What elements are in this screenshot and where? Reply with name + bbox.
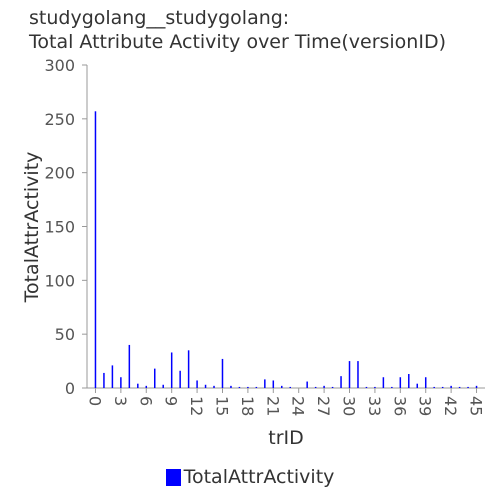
bar bbox=[374, 386, 376, 388]
bar bbox=[433, 386, 435, 388]
x-tick-label: 18 bbox=[238, 396, 257, 416]
x-tick-label: 36 bbox=[390, 396, 409, 416]
bar bbox=[264, 379, 266, 388]
y-tick-label: 200 bbox=[44, 164, 75, 183]
y-tick-label: 300 bbox=[44, 56, 75, 75]
x-tick-label: 3 bbox=[111, 396, 130, 406]
bar bbox=[416, 383, 419, 388]
bar bbox=[399, 377, 402, 388]
axes bbox=[86, 65, 485, 389]
y-axis-ticks: 0 50 100 150 200 250 300 bbox=[44, 56, 87, 398]
y-tick-label: 100 bbox=[44, 271, 75, 290]
bar bbox=[111, 365, 114, 388]
bar bbox=[357, 361, 359, 388]
bar bbox=[238, 386, 241, 388]
bars bbox=[94, 111, 478, 389]
y-tick-label: 50 bbox=[55, 325, 75, 344]
x-tick-label: 12 bbox=[187, 396, 206, 416]
bar bbox=[331, 386, 334, 388]
bar bbox=[467, 386, 469, 388]
bar bbox=[424, 377, 427, 388]
x-tick-label: 21 bbox=[263, 396, 282, 416]
bar bbox=[255, 386, 258, 388]
x-tick-label: 30 bbox=[340, 396, 359, 416]
bar bbox=[153, 368, 156, 388]
bar bbox=[94, 111, 97, 389]
bar bbox=[458, 386, 461, 388]
y-tick-label: 0 bbox=[65, 379, 75, 398]
bar bbox=[281, 385, 283, 388]
bar bbox=[103, 372, 105, 388]
chart-title-line-2: Total Attribute Activity over Time(versi… bbox=[29, 31, 446, 53]
x-axis-ticks: 0 3 6 9 12 15 18 21 24 27 30 33 36 39 42 45 bbox=[85, 388, 486, 416]
chart-title-line-1: studygolang__studygolang: bbox=[29, 7, 290, 29]
bar bbox=[391, 386, 393, 388]
bar bbox=[382, 377, 385, 388]
bar bbox=[230, 385, 232, 388]
x-tick-label: 27 bbox=[314, 396, 333, 416]
bar bbox=[179, 370, 181, 388]
x-tick-label: 9 bbox=[162, 396, 181, 406]
bar bbox=[272, 380, 275, 388]
x-tick-label: 45 bbox=[467, 396, 486, 416]
y-axis-label: TotalAttrActivity bbox=[21, 152, 43, 304]
bar bbox=[120, 377, 122, 388]
bar bbox=[365, 386, 368, 388]
x-tick-label: 39 bbox=[416, 396, 435, 416]
x-axis-label: trID bbox=[268, 427, 304, 449]
bar bbox=[137, 383, 139, 388]
bar bbox=[196, 380, 198, 388]
x-tick-label: 33 bbox=[365, 396, 384, 416]
bar bbox=[450, 385, 452, 388]
legend: TotalAttrActivity bbox=[0, 462, 500, 492]
y-tick-label: 250 bbox=[44, 110, 75, 129]
y-tick-label: 150 bbox=[44, 218, 75, 237]
x-tick-label: 0 bbox=[85, 396, 104, 406]
bar bbox=[247, 386, 249, 388]
bar bbox=[323, 385, 325, 388]
legend-label: TotalAttrActivity bbox=[183, 466, 335, 488]
legend-swatch bbox=[165, 468, 181, 486]
bar bbox=[221, 358, 224, 388]
bar bbox=[441, 386, 444, 388]
x-tick-label: 6 bbox=[136, 396, 155, 406]
x-tick-label: 15 bbox=[212, 396, 231, 416]
bar bbox=[213, 385, 215, 388]
bar bbox=[187, 350, 190, 388]
bar bbox=[204, 384, 207, 388]
bar bbox=[408, 374, 410, 388]
chart-title: studygolang__studygolang: Total Attribut… bbox=[29, 6, 489, 54]
bar bbox=[475, 385, 478, 388]
bar bbox=[340, 376, 342, 388]
x-tick-label: 42 bbox=[441, 396, 460, 416]
bar bbox=[289, 386, 291, 388]
x-tick-label: 24 bbox=[289, 396, 308, 416]
bar bbox=[306, 381, 308, 388]
bar bbox=[348, 361, 351, 388]
bar bbox=[145, 385, 148, 388]
bar bbox=[128, 344, 131, 388]
bar bbox=[170, 352, 173, 388]
bar bbox=[314, 386, 317, 388]
bar bbox=[162, 384, 164, 388]
